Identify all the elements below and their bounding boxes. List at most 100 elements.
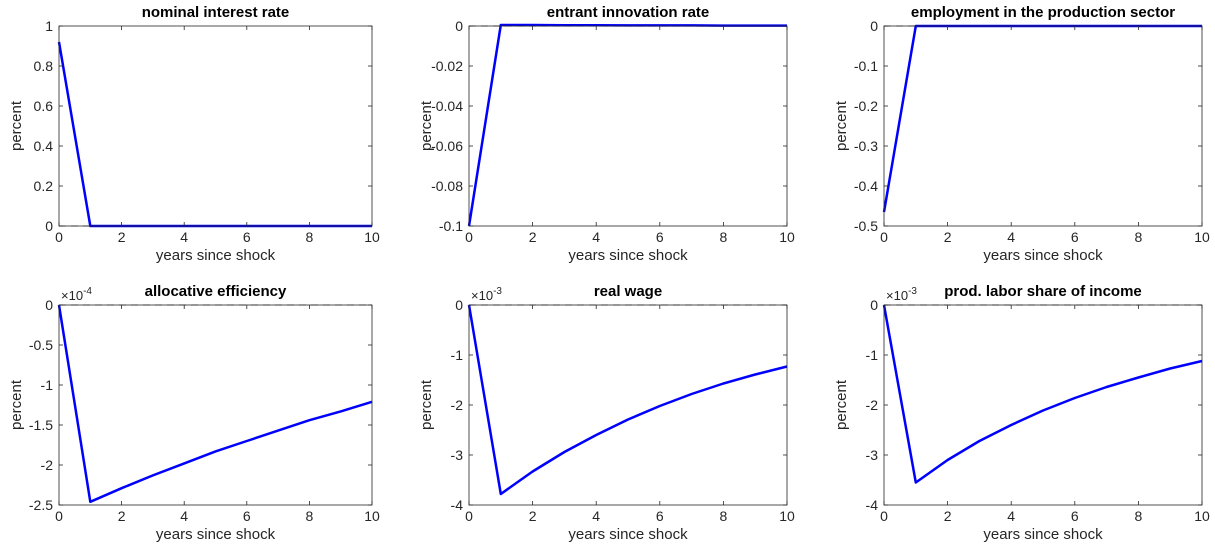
x-tick-label: 0: [880, 229, 888, 245]
y-multiplier-exponent: -3: [908, 286, 917, 297]
y-tick-label: -2: [451, 397, 464, 413]
x-tick-label: 10: [779, 508, 795, 524]
y-multiplier: ×10-4: [61, 286, 92, 303]
data-line: [467, 23, 787, 227]
y-tick-label: -0.5: [854, 218, 878, 234]
x-tick-label: 10: [779, 229, 795, 245]
chart-title: real wage: [594, 283, 662, 300]
x-tick-label: 0: [465, 229, 473, 245]
x-tick-label: 4: [180, 229, 188, 245]
y-multiplier: ×10-3: [471, 286, 502, 303]
y-tick-label: -0.08: [431, 178, 463, 194]
x-tick-label: 4: [1007, 229, 1015, 245]
x-tick-label: 4: [592, 508, 600, 524]
y-multiplier-base: ×10: [471, 288, 493, 303]
y-tick-label: -1: [451, 347, 464, 363]
x-tick-label: 8: [720, 508, 728, 524]
y-tick-label: -0.04: [431, 98, 463, 114]
chart-title: nominal interest rate: [142, 4, 290, 21]
x-tick-label: 2: [944, 508, 952, 524]
x-tick-label: 6: [1071, 508, 1079, 524]
data-line: [882, 24, 1202, 213]
x-axis-label: years since shock: [156, 526, 276, 543]
y-tick-label: 0.6: [34, 98, 54, 114]
y-tick-label: 0.2: [34, 178, 54, 194]
x-tick-label: 10: [364, 229, 380, 245]
data-line: [57, 41, 372, 228]
y-tick-label: -3: [451, 447, 464, 463]
x-tick-label: 6: [243, 229, 251, 245]
x-tick-label: 10: [1194, 508, 1210, 524]
x-tick-label: 8: [1135, 229, 1143, 245]
y-axis-label: percent: [833, 100, 850, 151]
x-tick-label: 8: [306, 508, 314, 524]
y-tick-label: 0: [870, 297, 878, 313]
data-line: [467, 304, 788, 496]
chart-title: employment in the production sector: [911, 4, 1175, 21]
axes-box: [883, 25, 1203, 227]
y-multiplier-base: ×10: [886, 288, 908, 303]
chart-title: entrant innovation rate: [547, 4, 710, 21]
x-axis-label: years since shock: [156, 247, 276, 264]
y-tick-label: -1.5: [29, 417, 53, 433]
y-tick-label: -0.5: [29, 337, 53, 353]
x-tick-label: 6: [1071, 229, 1079, 245]
x-tick-label: 0: [55, 508, 63, 524]
y-multiplier-exponent: -3: [493, 286, 502, 297]
y-tick-label: -0.2: [854, 98, 878, 114]
y-axis-label: percent: [833, 379, 850, 430]
x-tick-label: 2: [529, 508, 537, 524]
y-multiplier-base: ×10: [61, 288, 83, 303]
y-multiplier: ×10-3: [886, 286, 917, 303]
y-tick-label: -4: [451, 497, 464, 513]
x-tick-label: 4: [592, 229, 600, 245]
x-tick-label: 0: [880, 508, 888, 524]
x-tick-label: 2: [118, 229, 126, 245]
y-axis-label: percent: [418, 379, 435, 430]
y-multiplier-exponent: -4: [83, 286, 92, 297]
y-tick-label: -0.02: [431, 58, 463, 74]
chart-title: allocative efficiency: [145, 283, 287, 300]
y-tick-label: 0: [455, 297, 463, 313]
y-tick-label: -2.5: [29, 497, 53, 513]
x-tick-label: 10: [1194, 229, 1210, 245]
y-tick-label: -0.3: [854, 138, 878, 154]
y-tick-label: -0.4: [854, 178, 878, 194]
chart-title: prod. labor share of income: [944, 283, 1142, 300]
y-tick-label: 0: [870, 18, 878, 34]
x-tick-label: 2: [118, 508, 126, 524]
y-tick-label: -2: [866, 397, 879, 413]
y-tick-label: 0.4: [34, 138, 54, 154]
y-axis-label: percent: [8, 100, 25, 151]
y-tick-label: -4: [866, 497, 879, 513]
axes-box: [468, 304, 788, 506]
x-tick-label: 6: [243, 508, 251, 524]
y-tick-label: 0.8: [34, 58, 54, 74]
x-axis-label: years since shock: [983, 526, 1103, 543]
x-tick-label: 8: [720, 229, 728, 245]
y-tick-label: -0.06: [431, 138, 463, 154]
y-tick-label: -0.1: [854, 58, 878, 74]
y-tick-label: -1: [866, 347, 879, 363]
y-tick-label: 1: [45, 18, 53, 34]
x-tick-label: 2: [529, 229, 537, 245]
y-tick-label: 0: [455, 18, 463, 34]
axes-box: [883, 304, 1203, 506]
x-tick-label: 2: [944, 229, 952, 245]
axes-box: [468, 25, 788, 227]
y-tick-label: 0: [45, 297, 53, 313]
y-axis-label: percent: [418, 100, 435, 151]
x-tick-label: 10: [364, 508, 380, 524]
y-tick-label: -2: [41, 457, 54, 473]
x-tick-label: 8: [306, 229, 314, 245]
x-tick-label: 4: [1007, 508, 1015, 524]
axes-box: [58, 304, 373, 506]
x-tick-label: 4: [180, 508, 188, 524]
data-line: [882, 304, 1203, 484]
x-tick-label: 8: [1135, 508, 1143, 524]
y-axis-label: percent: [8, 379, 25, 430]
axes-box: [58, 25, 373, 227]
data-line: [57, 304, 373, 504]
y-tick-label: -3: [866, 447, 879, 463]
